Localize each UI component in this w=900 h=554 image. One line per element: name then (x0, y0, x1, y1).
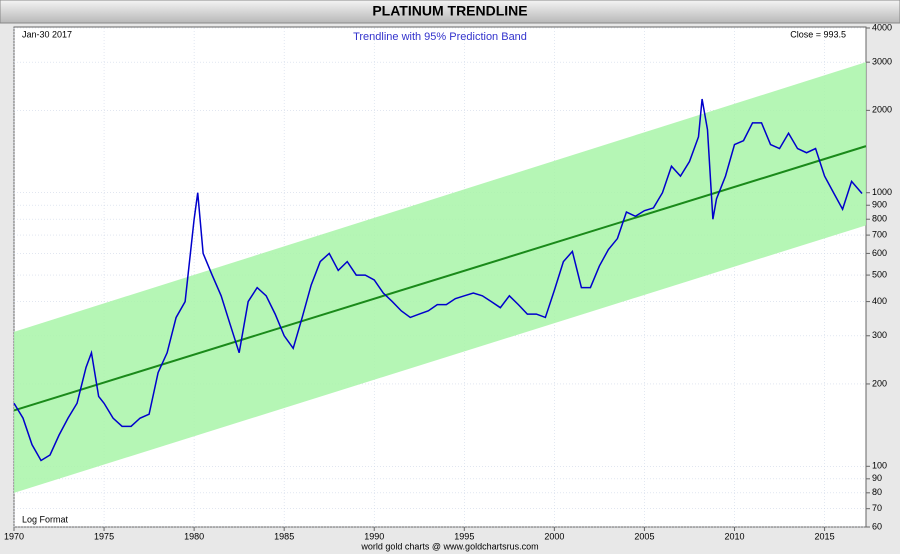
close-label: Close = 993.5 (790, 29, 846, 39)
y-tick-label: 600 (872, 248, 887, 258)
x-tick-label: 1980 (184, 531, 204, 541)
y-tick-label: 70 (872, 503, 882, 513)
plot (13, 27, 867, 528)
y-tick-label: 4000 (872, 22, 892, 32)
y-tick-label: 300 (872, 330, 887, 340)
x-tick-label: 2010 (724, 531, 744, 541)
x-tick-label: 1990 (364, 531, 384, 541)
title-bar (0, 0, 900, 24)
y-tick-label: 80 (872, 487, 882, 497)
y-tick-label: 500 (872, 269, 887, 279)
y-tick-label: 900 (872, 200, 887, 210)
y-tick-label: 400 (872, 296, 887, 306)
x-tick-label: 1970 (4, 531, 24, 541)
x-tick-label: 2000 (544, 531, 564, 541)
x-tick-label: 1985 (274, 531, 294, 541)
chart-title: PLATINUM TRENDLINE (372, 3, 527, 19)
footer: world gold charts @ www.goldchartsrus.co… (360, 541, 538, 551)
y-tick-label: 2000 (872, 105, 892, 115)
x-tick-label: 2005 (634, 531, 654, 541)
date-label: Jan-30 2017 (22, 29, 72, 39)
trend-line (13, 145, 867, 412)
y-tick-label: 100 (872, 461, 887, 471)
y-tick-label: 800 (872, 214, 887, 224)
price-line (13, 98, 863, 462)
y-tick-label: 200 (872, 378, 887, 388)
y-tick-label: 60 (872, 521, 882, 531)
y-tick-label: 3000 (872, 57, 892, 67)
x-tick-label: 1995 (454, 531, 474, 541)
x-tick-label: 1975 (94, 531, 114, 541)
y-tick-label: 90 (872, 473, 882, 483)
y-tick-label: 1000 (872, 187, 892, 197)
x-tick-label: 2015 (815, 531, 835, 541)
scale-label: Log Format (22, 514, 69, 524)
chart-subtitle: Trendline with 95% Prediction Band (353, 31, 527, 43)
y-tick-label: 700 (872, 229, 887, 239)
